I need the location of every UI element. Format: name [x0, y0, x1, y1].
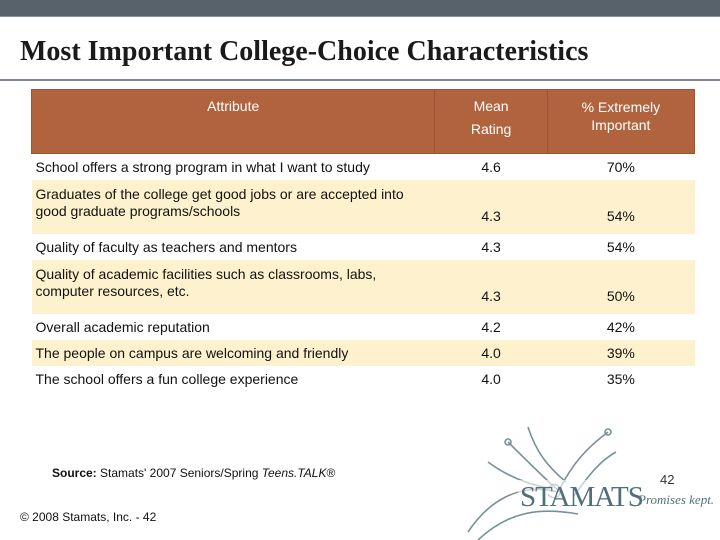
row-mean: 4.3: [434, 260, 548, 314]
row-mean: 4.6: [434, 153, 548, 180]
header-pct-line1: % Extremely: [581, 99, 661, 115]
row-pct: 54%: [547, 234, 695, 260]
row-mean: 4.2: [434, 314, 548, 340]
source-suffix: ®: [326, 466, 336, 480]
source-note: Source: Stamats' 2007 Seniors/Spring Tee…: [52, 466, 335, 480]
table-header-row: Attribute Mean Rating % Extremely Import…: [30, 89, 696, 154]
row-attribute: Graduates of the college get good jobs o…: [31, 180, 435, 234]
row-mean: 4.3: [434, 234, 548, 260]
row-pct: 35%: [547, 366, 695, 392]
top-bar: [0, 0, 720, 16]
table-row: Quality of academic facilities such as c…: [31, 260, 695, 314]
slide-title: Most Important College-Choice Characteri…: [20, 36, 589, 67]
characteristics-table: Attribute Mean Rating % Extremely Import…: [30, 89, 696, 392]
stamats-logo: STAMATS Promises kept. 42: [467, 426, 714, 540]
header-pct-extremely-important: % Extremely Important: [546, 89, 696, 154]
row-mean: 4.3: [434, 180, 548, 234]
source-label: Source:: [52, 466, 97, 480]
top-bar-divider: [0, 16, 720, 17]
row-pct: 70%: [547, 153, 695, 180]
logo-tagline: Promises kept.: [637, 492, 714, 507]
row-pct: 39%: [547, 340, 695, 366]
row-pct: 50%: [547, 260, 695, 314]
row-pct: 42%: [547, 314, 695, 340]
page-number: 42: [660, 472, 674, 487]
source-text: Stamats' 2007 Seniors/Spring: [100, 466, 259, 480]
header-attribute: Attribute: [30, 89, 436, 154]
row-attribute: Quality of academic facilities such as c…: [31, 260, 435, 314]
row-mean: 4.0: [434, 366, 548, 392]
copyright: © 2008 Stamats, Inc. - 42: [20, 510, 157, 524]
table-row: School offers a strong program in what I…: [31, 153, 695, 180]
header-mean-line1: Mean: [473, 98, 509, 114]
header-pct-line2: Important: [591, 117, 651, 133]
logo-wordmark: STAMATS: [520, 481, 643, 513]
header-mean-rating: Mean Rating: [434, 89, 548, 154]
row-attribute: School offers a strong program in what I…: [31, 153, 435, 180]
row-attribute: The school offers a fun college experien…: [31, 366, 435, 392]
row-pct: 54%: [547, 180, 695, 234]
table-row: The school offers a fun college experien…: [31, 366, 695, 392]
row-attribute: The people on campus are welcoming and f…: [31, 340, 435, 366]
title-divider: [0, 79, 720, 81]
table-row: Overall academic reputation 4.2 42%: [31, 314, 695, 340]
row-mean: 4.0: [434, 340, 548, 366]
table-row: The people on campus are welcoming and f…: [31, 340, 695, 366]
row-attribute: Overall academic reputation: [31, 314, 435, 340]
header-mean-line2: Rating: [470, 121, 512, 137]
row-attribute: Quality of faculty as teachers and mento…: [31, 234, 435, 260]
table-row: Graduates of the college get good jobs o…: [31, 180, 695, 234]
table-row: Quality of faculty as teachers and mento…: [31, 234, 695, 260]
source-italic: Teens.TALK: [261, 466, 327, 480]
